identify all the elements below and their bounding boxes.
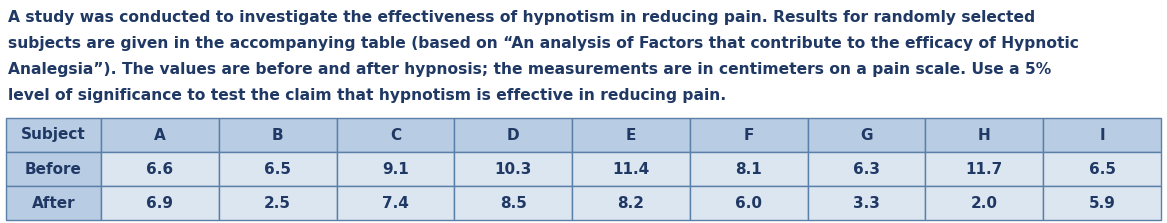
Text: 6.3: 6.3 [853,161,880,176]
Text: After: After [32,196,76,211]
Bar [1043,186,1161,220]
Text: 11.4: 11.4 [613,161,650,176]
Text: D: D [506,128,519,142]
Bar [218,152,336,186]
Bar [454,186,572,220]
Text: 7.4: 7.4 [382,196,408,211]
Bar [925,152,1043,186]
Text: I: I [1099,128,1105,142]
Bar [218,186,336,220]
Bar [1043,118,1161,152]
Text: Before: Before [25,161,82,176]
Text: 2.0: 2.0 [971,196,998,211]
Text: H: H [978,128,991,142]
Text: 6.0: 6.0 [735,196,762,211]
Bar [808,186,925,220]
Text: 8.5: 8.5 [499,196,526,211]
Text: level of significance to test the claim that hypnotism is effective in reducing : level of significance to test the claim … [8,88,726,103]
Bar [808,152,925,186]
Text: F: F [743,128,754,142]
Bar [690,186,808,220]
Text: 8.1: 8.1 [735,161,762,176]
Bar [925,186,1043,220]
Text: 9.1: 9.1 [382,161,408,176]
Bar [572,118,690,152]
Bar [690,118,808,152]
Bar [336,118,454,152]
Bar [6,186,102,220]
Bar [102,186,218,220]
Text: 3.3: 3.3 [853,196,880,211]
Text: 8.2: 8.2 [617,196,644,211]
Text: B: B [272,128,284,142]
Bar [336,186,454,220]
Text: E: E [626,128,636,142]
Bar [102,152,218,186]
Text: C: C [390,128,401,142]
Text: Subject: Subject [21,128,86,142]
Bar [218,118,336,152]
Text: 2.5: 2.5 [264,196,292,211]
Bar [808,118,925,152]
Text: Analegsia”). The values are before and after hypnosis; the measurements are in c: Analegsia”). The values are before and a… [8,62,1051,77]
Bar [572,186,690,220]
Bar [6,118,102,152]
Text: 6.5: 6.5 [264,161,292,176]
Bar [690,152,808,186]
Bar [454,152,572,186]
Text: 6.9: 6.9 [146,196,174,211]
Text: A: A [154,128,166,142]
Bar [102,118,218,152]
Bar [6,152,102,186]
Bar [336,152,454,186]
Text: 10.3: 10.3 [495,161,532,176]
Text: 6.6: 6.6 [146,161,174,176]
Text: A study was conducted to investigate the effectiveness of hypnotism in reducing : A study was conducted to investigate the… [8,10,1035,25]
Text: 11.7: 11.7 [966,161,1002,176]
Bar [572,152,690,186]
Text: G: G [860,128,873,142]
Text: 5.9: 5.9 [1089,196,1116,211]
Bar [925,118,1043,152]
Bar [1043,152,1161,186]
Text: 6.5: 6.5 [1089,161,1116,176]
Bar [454,118,572,152]
Text: subjects are given in the accompanying table (based on “An analysis of Factors t: subjects are given in the accompanying t… [8,36,1078,51]
